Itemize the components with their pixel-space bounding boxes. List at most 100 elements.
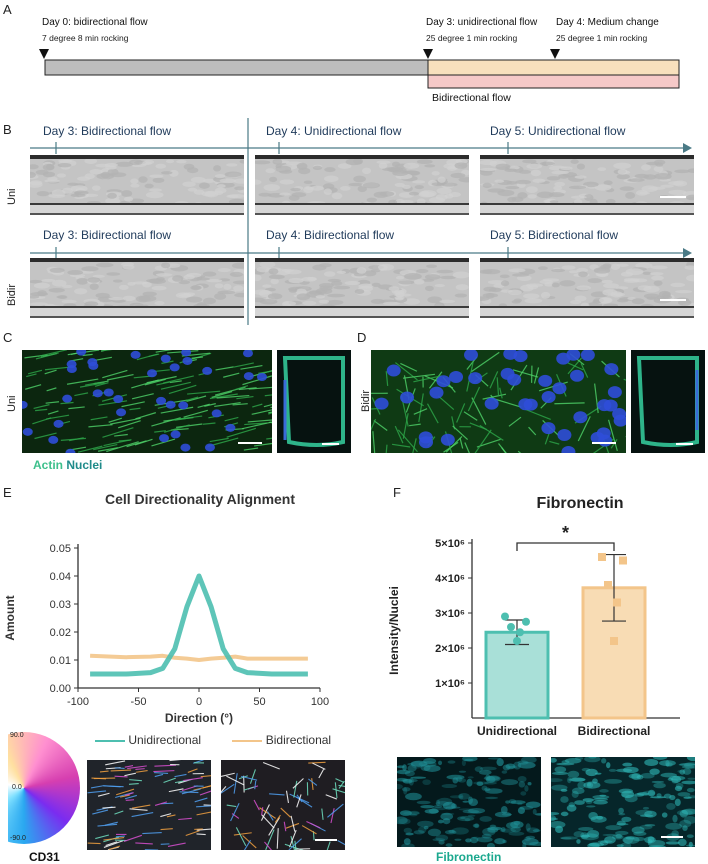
nucleus (76, 350, 87, 356)
nucleus (612, 408, 626, 421)
fibronectin-label: Fibronectin (436, 850, 502, 864)
nucleus (507, 373, 522, 386)
nucleus (65, 448, 76, 453)
nucleus (116, 408, 127, 417)
y-tick-label: 4×10⁶ (435, 573, 465, 585)
nucleus (580, 350, 595, 361)
nucleus (256, 373, 267, 382)
nucleus (513, 350, 528, 363)
x-axis-label: Direction (°) (165, 711, 233, 725)
nucleus (484, 397, 499, 410)
data-point (522, 617, 530, 626)
day0-marker (39, 49, 49, 59)
chart-e-legend: Unidirectional Bidirectional (95, 733, 331, 747)
wheel-tick-top: 90.0 (10, 732, 24, 739)
uni-cross-section-image (277, 350, 351, 453)
chart-f-title: Fibronectin (536, 495, 623, 512)
nucleus (182, 356, 193, 365)
data-point (604, 581, 612, 589)
nucleus (436, 375, 451, 388)
nucleus (22, 427, 33, 436)
bidir-cross-section-image (631, 350, 705, 453)
nucleus (159, 434, 170, 443)
x-tick-label: 0 (196, 696, 202, 708)
legend-uni-swatch (95, 739, 125, 742)
day0-subtitle: 7 degree 8 min rocking (42, 33, 129, 43)
cd31-bidir-image (221, 760, 345, 850)
data-point (598, 553, 606, 561)
fibronectin-uni-image (397, 757, 541, 847)
series-line-unidirectional (90, 573, 308, 677)
panel-label-d: D (357, 330, 367, 345)
nucleus (92, 389, 103, 398)
nucleus (400, 391, 415, 404)
bidir-day5-label: Day 5: Bidirectional flow (490, 228, 619, 242)
wheel-tick-bottom: -90.0 (10, 835, 26, 842)
x-tick-label: -100 (67, 696, 89, 708)
x-tick-label: -50 (131, 696, 147, 708)
bidir-day3-image (30, 258, 244, 318)
unidirectional-phase-bar (427, 59, 680, 76)
fibronectin-bidir-image (551, 757, 695, 847)
nuclei-label: Nuclei (66, 458, 103, 472)
nucleus (449, 371, 464, 384)
nucleus (147, 369, 158, 378)
legend-bidir-label: Bidirectional (265, 733, 332, 747)
nucleus (169, 363, 180, 372)
significance-star: * (562, 523, 569, 543)
nucleus (160, 354, 171, 363)
uni-day4-label: Day 4: Unidirectional flow (266, 124, 402, 138)
y-tick-label: 0.03 (50, 599, 71, 611)
cd31-label: CD31 (29, 850, 60, 864)
x-tick-label: 100 (311, 696, 329, 708)
nucleus (468, 372, 483, 385)
day3-marker (423, 49, 433, 59)
chart-e-title: Cell Directionality Alignment (105, 491, 295, 507)
nucleus (440, 433, 455, 446)
panel-label-a: A (3, 2, 12, 17)
day0-title: Day 0: bidirectional flow (42, 17, 148, 28)
nucleus (566, 350, 581, 361)
category-label: Unidirectional (477, 724, 557, 738)
y-axis-label: Intensity/Nuclei (387, 586, 401, 675)
nucleus (48, 435, 59, 444)
nucleus (178, 401, 189, 410)
y-tick-label: 3×10⁶ (435, 608, 465, 620)
nucleus (204, 443, 215, 452)
uni-day5-image (480, 155, 694, 215)
significance-bracket (516, 542, 615, 551)
nucleus (202, 366, 213, 375)
nucleus (386, 364, 401, 377)
bidir-day3-label: Day 3: Bidirectional flow (43, 228, 172, 242)
nucleus (180, 443, 191, 452)
nucleus (103, 388, 114, 397)
nucleus (518, 398, 533, 411)
panel-label-e: E (3, 485, 12, 500)
nucleus (590, 431, 605, 444)
uni-row-label: Uni (6, 188, 18, 205)
uni-actin-nuclei-image (22, 350, 272, 453)
nucleus (156, 396, 167, 405)
panel-b-arrows (30, 118, 692, 325)
wheel-tick-mid: 0.0 (12, 784, 22, 791)
c-row-label: Uni (6, 395, 18, 412)
uni-day3-image (30, 155, 244, 215)
nucleus (541, 422, 556, 435)
nucleus (87, 358, 98, 367)
uni-day5-label: Day 5: Unidirectional flow (490, 124, 626, 138)
nucleus (242, 350, 253, 358)
data-point (610, 637, 618, 645)
y-tick-label: 1×10⁶ (435, 678, 465, 690)
bidirectional-control-bar (427, 74, 680, 89)
day4-marker (550, 49, 560, 59)
data-point (619, 556, 627, 565)
nucleus (165, 400, 176, 409)
actin-label: Actin (33, 458, 63, 472)
nucleus (374, 397, 389, 410)
x-tick-label: 50 (253, 696, 265, 708)
nucleus (607, 386, 622, 399)
day4-title: Day 4: Medium change (556, 17, 659, 28)
day3-subtitle: 25 degree 1 min rocking (426, 33, 518, 43)
y-tick-label: 0.05 (50, 543, 71, 555)
bidirectional-phase-bar (44, 59, 429, 76)
